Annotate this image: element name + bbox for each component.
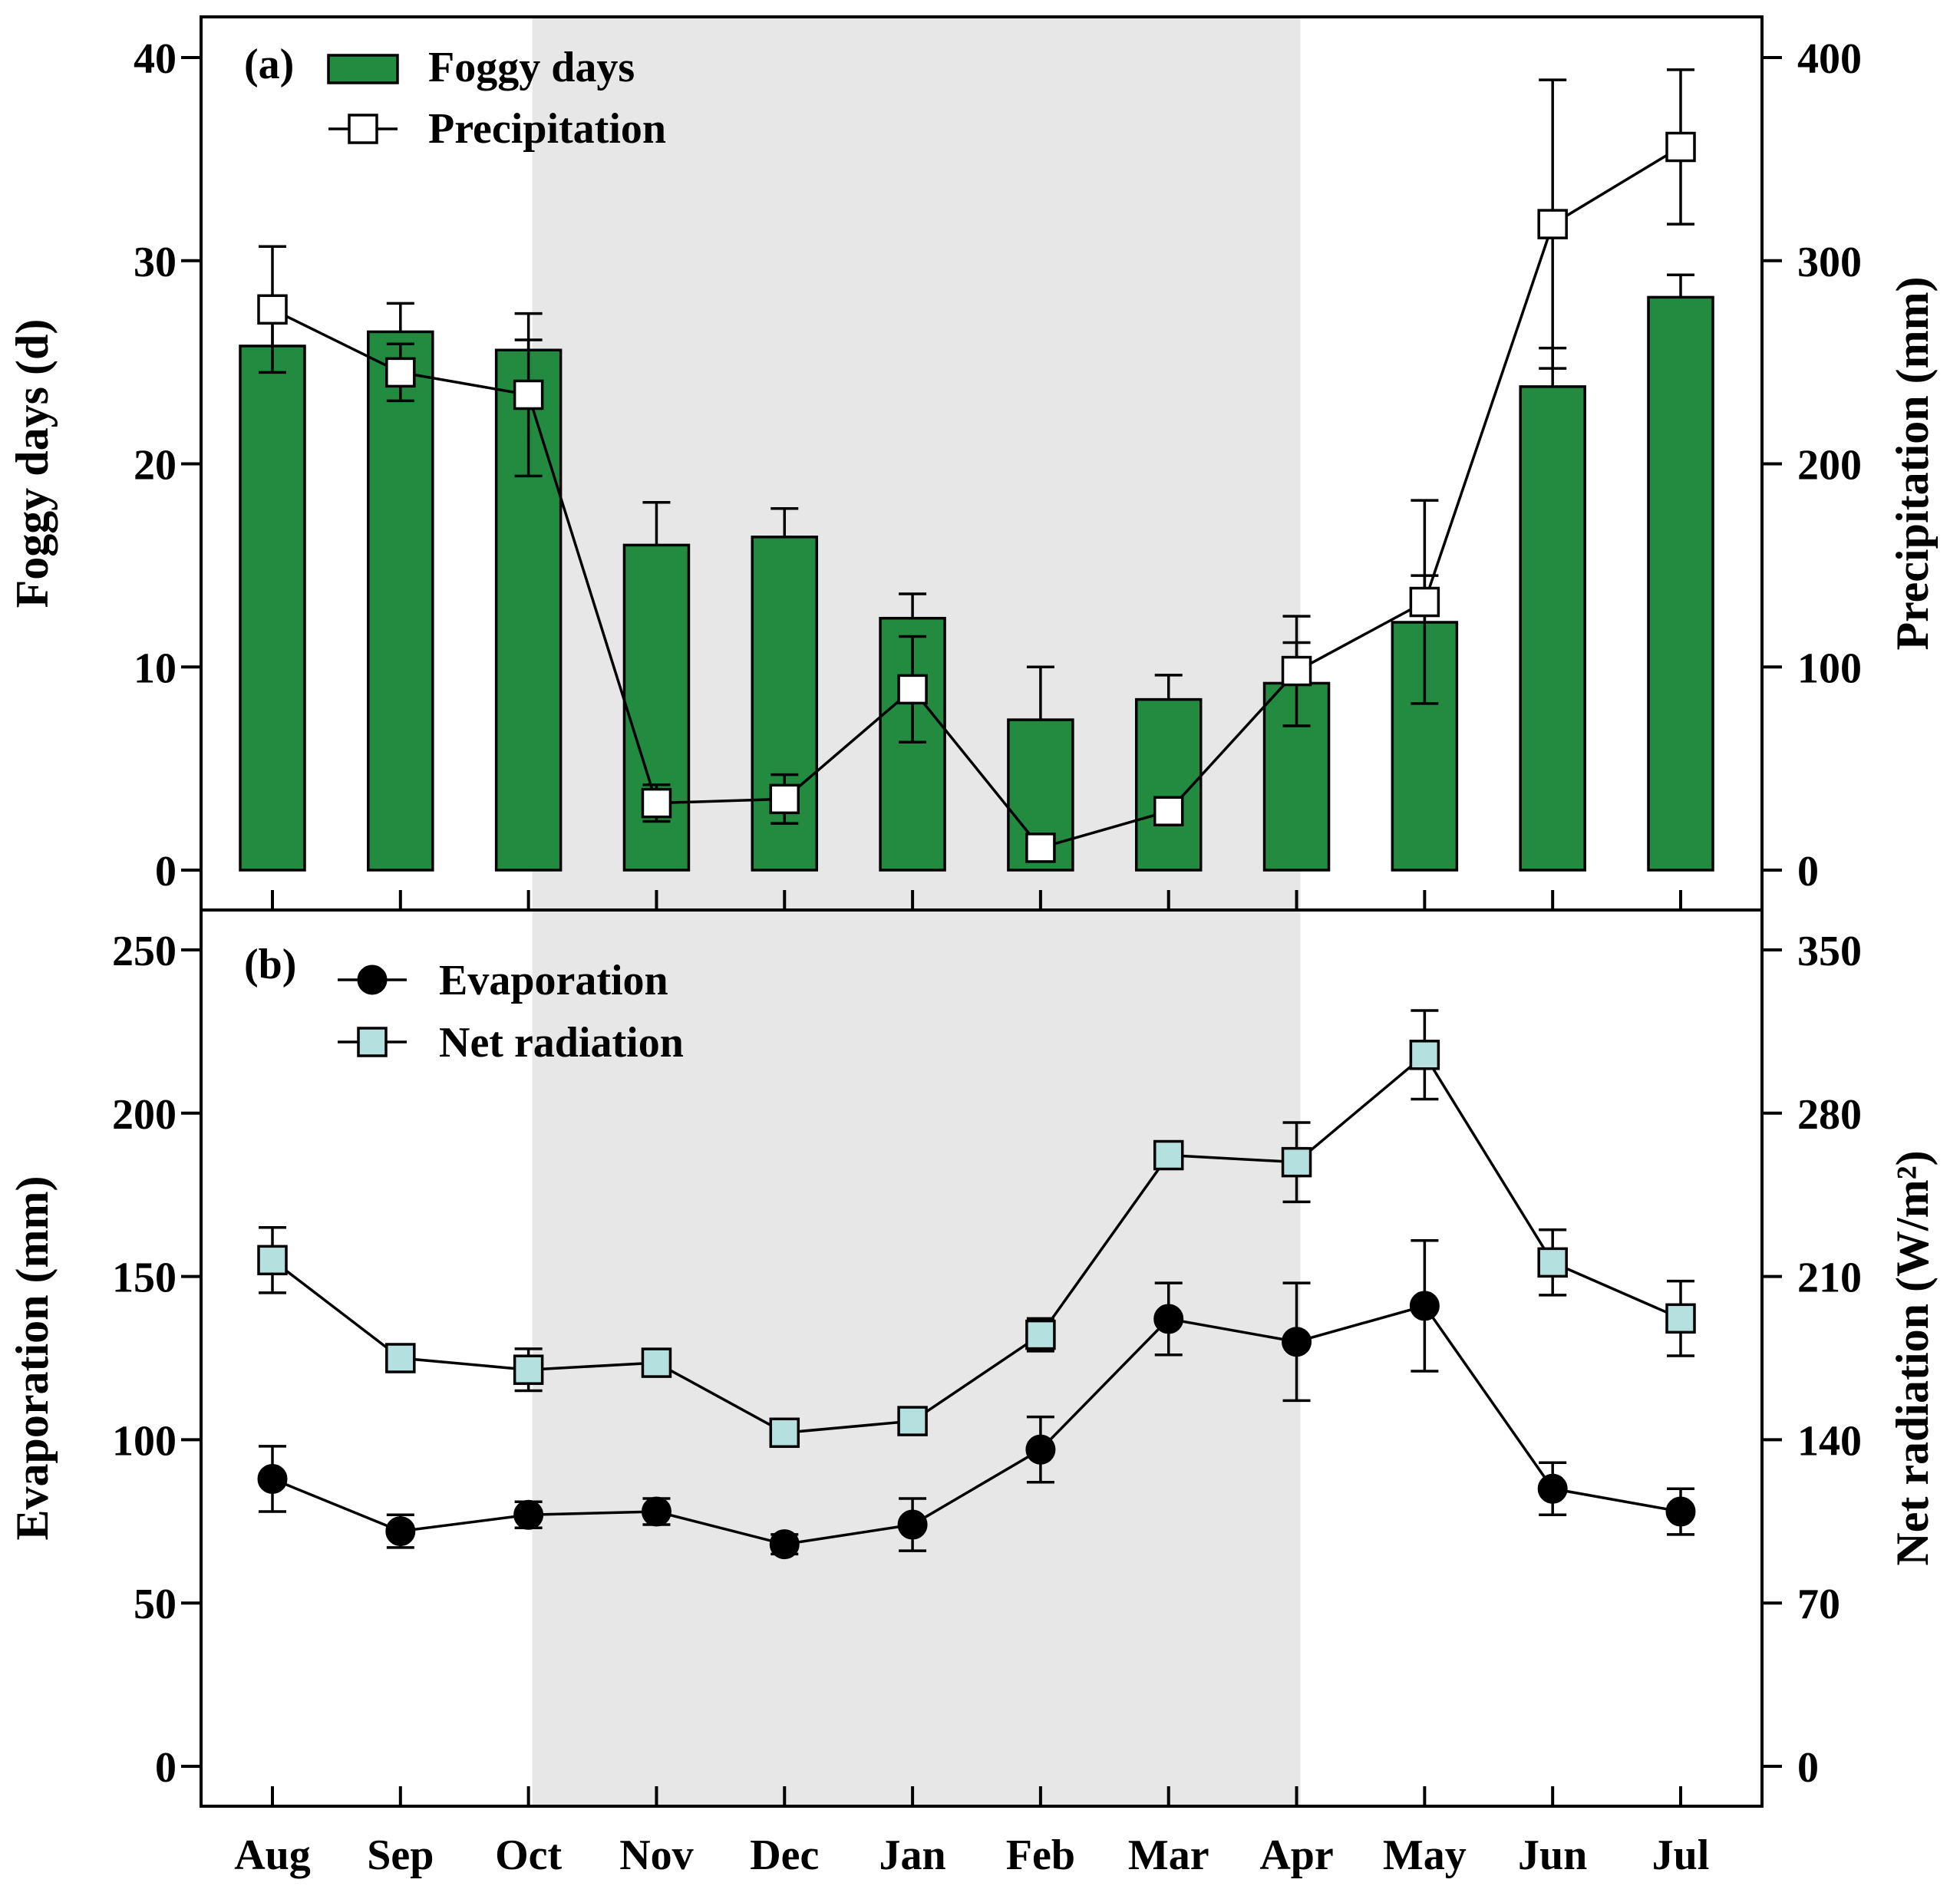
left-y-tick-label: 150: [112, 1255, 177, 1302]
x-category-label: Mar: [1128, 1832, 1209, 1879]
x-category-label: Jun: [1518, 1832, 1587, 1879]
x-category-label: Nov: [619, 1832, 693, 1879]
x-category-label: Apr: [1259, 1832, 1333, 1879]
evaporation-point: [1537, 1473, 1568, 1504]
x-category-label: Oct: [495, 1832, 562, 1879]
legend-precipitation-marker: [348, 114, 378, 144]
evaporation-point: [385, 1516, 416, 1547]
foggy-days-bar: [239, 345, 306, 872]
right-y-tick-label: 200: [1797, 442, 1862, 490]
foggy-days-bar: [622, 543, 691, 872]
evaporation-point: [641, 1496, 671, 1527]
net-radiation-point: [1665, 1303, 1696, 1334]
x-category-label: Aug: [234, 1832, 311, 1879]
precipitation-point: [897, 674, 928, 705]
evaporation-point: [1153, 1304, 1184, 1334]
evaporation-point: [1025, 1434, 1056, 1465]
net-radiation-point: [769, 1417, 800, 1449]
net-radiation-point: [385, 1343, 416, 1373]
x-category-label: Feb: [1006, 1832, 1075, 1879]
panel-label: (b): [244, 941, 296, 988]
left-y-axis-title: Evaporation (mm): [7, 1176, 58, 1541]
left-y-tick-label: 0: [155, 1744, 177, 1792]
precipitation-point: [1025, 833, 1056, 863]
evaporation-point: [1665, 1496, 1696, 1527]
x-category-label: Jul: [1652, 1832, 1710, 1879]
precipitation-point: [385, 357, 416, 388]
net-radiation-point: [897, 1406, 928, 1436]
x-category-label: Sep: [367, 1832, 434, 1879]
evaporation-point: [513, 1499, 544, 1530]
right-y-tick-label: 280: [1797, 1091, 1862, 1139]
foggy-days-bar: [1519, 385, 1586, 872]
foggy-days-bar: [494, 348, 563, 872]
evaporation-point: [257, 1463, 288, 1494]
precipitation-point: [1409, 586, 1440, 618]
evaporation-point: [1282, 1327, 1312, 1357]
left-y-tick-label: 20: [134, 442, 177, 490]
right-y-tick-label: 0: [1797, 848, 1819, 895]
right-y-tick-label: 400: [1797, 35, 1862, 83]
right-y-axis-title: Precipitation (mm): [1887, 276, 1938, 650]
right-y-tick-label: 350: [1797, 928, 1862, 975]
precipitation-point: [1665, 131, 1696, 163]
net-radiation-point: [1153, 1139, 1184, 1171]
precipitation-point: [641, 787, 672, 819]
precipitation-point: [257, 294, 288, 325]
net-radiation-point: [1409, 1040, 1440, 1070]
net-radiation-point: [1025, 1319, 1056, 1350]
left-y-tick-label: 50: [134, 1581, 177, 1628]
legend-net-radiation-marker: [357, 1027, 388, 1057]
net-radiation-line: [271, 1053, 1681, 1435]
net-radiation-point: [513, 1354, 544, 1385]
x-category-label: Dec: [750, 1832, 819, 1879]
right-y-tick-label: 210: [1797, 1255, 1862, 1302]
precipitation-point: [1281, 655, 1312, 687]
legend-net-radiation-label: Net radiation: [439, 1019, 684, 1067]
left-y-tick-label: 100: [112, 1417, 177, 1465]
legend-evaporation-label: Evaporation: [439, 957, 668, 1004]
right-y-tick-label: 140: [1797, 1417, 1862, 1465]
legend-foggy-days-swatch: [327, 54, 399, 84]
right-y-tick-label: 300: [1797, 239, 1862, 286]
precipitation-point: [513, 379, 544, 411]
left-y-tick-label: 40: [134, 35, 177, 83]
evaporation-point: [1409, 1291, 1440, 1321]
left-y-tick-label: 30: [134, 239, 177, 286]
precipitation-point: [1537, 209, 1568, 239]
panel-label: (a): [244, 41, 294, 88]
precipitation-point: [769, 783, 800, 815]
evaporation-line: [272, 1304, 1681, 1546]
foggy-days-bar: [1647, 295, 1714, 872]
left-y-tick-label: 200: [112, 1091, 177, 1139]
evaporation-point: [897, 1509, 928, 1540]
left-y-tick-label: 250: [112, 928, 177, 975]
x-category-label: May: [1383, 1832, 1467, 1879]
legend-precipitation-label: Precipitation: [428, 105, 666, 153]
legend-evaporation-marker: [357, 964, 388, 995]
right-y-tick-label: 70: [1797, 1581, 1840, 1628]
net-radiation-point: [1537, 1247, 1568, 1278]
evaporation-point: [769, 1529, 800, 1560]
left-y-tick-label: 0: [155, 848, 177, 895]
net-radiation-point: [641, 1347, 672, 1378]
foggy-days-bar: [367, 330, 434, 872]
net-radiation-point: [1281, 1146, 1312, 1178]
plot-frame: [200, 908, 1764, 1808]
foggy-days-bar: [1134, 697, 1203, 872]
right-y-tick-label: 100: [1797, 645, 1862, 692]
precipitation-line: [272, 145, 1681, 849]
right-y-tick-label: 0: [1797, 1744, 1819, 1792]
precipitation-point: [1153, 796, 1184, 826]
right-y-axis-title: Net radiation (W/m²): [1887, 1150, 1938, 1565]
left-y-tick-label: 10: [134, 645, 177, 692]
net-radiation-point: [257, 1245, 288, 1276]
left-y-axis-title: Foggy days (d): [7, 319, 58, 608]
legend-foggy-days-label: Foggy days: [428, 44, 635, 91]
x-category-label: Jan: [879, 1832, 946, 1879]
